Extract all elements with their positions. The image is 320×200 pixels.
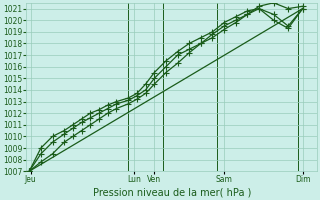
X-axis label: Pression niveau de la mer( hPa ): Pression niveau de la mer( hPa ) (92, 187, 251, 197)
